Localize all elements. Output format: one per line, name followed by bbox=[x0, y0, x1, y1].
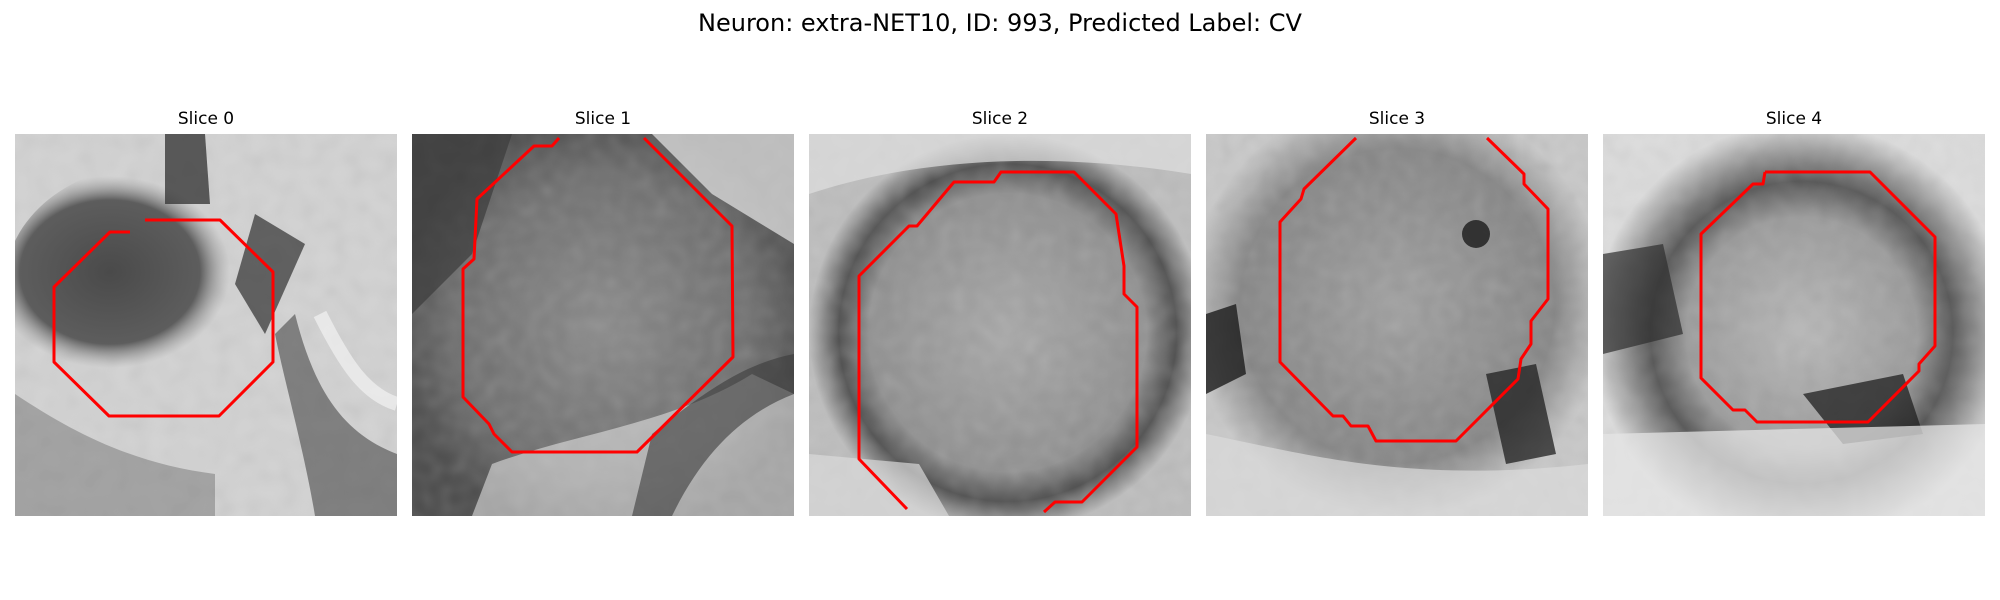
slice-4-panel bbox=[1603, 134, 1985, 516]
slice-2-contour bbox=[857, 170, 1139, 514]
slice-0-image bbox=[15, 134, 397, 516]
slice-1-image bbox=[412, 134, 794, 516]
slice-0-panel bbox=[15, 134, 397, 516]
slice-4-title: Slice 4 bbox=[1765, 109, 1823, 129]
slice-3-title: Slice 3 bbox=[1368, 109, 1426, 129]
slice-2-title: Slice 2 bbox=[971, 109, 1029, 129]
slice-3-panel bbox=[1206, 134, 1588, 516]
slice-1-panel bbox=[412, 134, 794, 516]
slice-3-image bbox=[1206, 134, 1588, 516]
slice-0-contour bbox=[52, 218, 275, 418]
slice-1-title: Slice 1 bbox=[574, 109, 632, 129]
slice-4-contour bbox=[1699, 170, 1937, 424]
slice-0-title: Slice 0 bbox=[177, 109, 235, 129]
slice-4-image bbox=[1603, 134, 1985, 516]
slice-2-image bbox=[809, 134, 1191, 516]
slice-1-contour bbox=[461, 136, 735, 454]
figure-title: Neuron: extra-NET10, ID: 993, Predicted … bbox=[698, 9, 1302, 37]
slice-3-contour bbox=[1278, 136, 1550, 443]
slice-2-panel bbox=[809, 134, 1191, 516]
